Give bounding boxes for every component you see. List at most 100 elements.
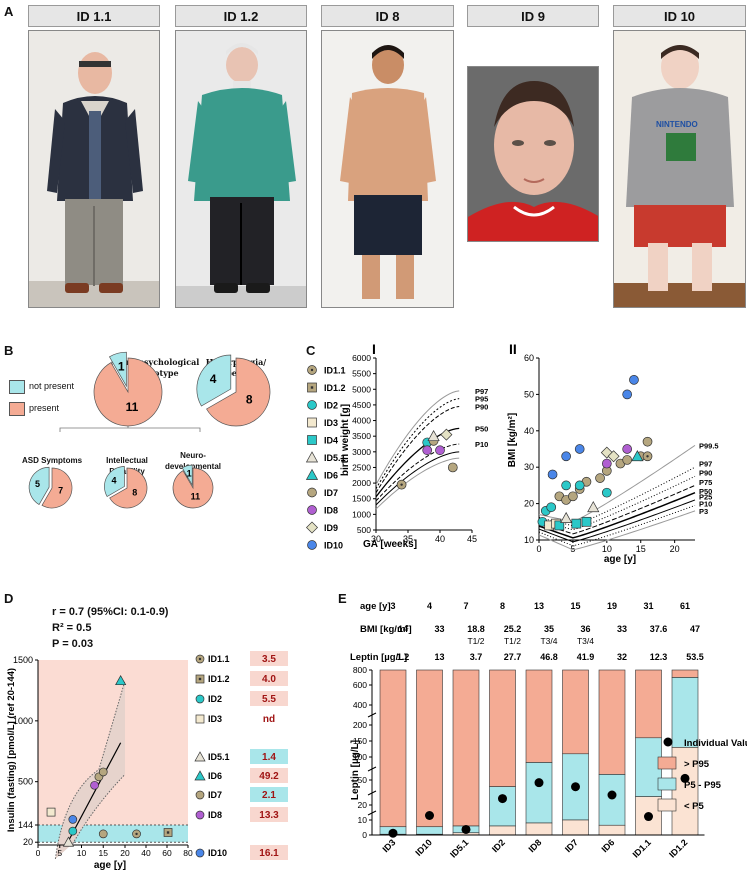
marker-ID10 <box>68 815 78 824</box>
marker-ID4 <box>581 516 592 527</box>
homa-value: 49.2 <box>259 771 279 782</box>
percentile-label: P50 <box>475 424 488 433</box>
xtick-label: 40 <box>435 534 445 544</box>
ytick-label: 100 <box>353 752 367 762</box>
xtick-label: 10 <box>602 544 612 554</box>
ytick-label: 50 <box>358 775 368 785</box>
marker-dot-ID1.1 <box>135 832 138 836</box>
pie-slice-present <box>41 467 73 509</box>
percentile-curve <box>538 491 696 539</box>
leptin-value: 46.8 <box>540 652 558 662</box>
marker-ID7 <box>642 436 653 447</box>
pie-label-not-present: 1 <box>118 359 125 373</box>
marker-dot-ID1.1 <box>310 368 314 372</box>
homa-id: ID8 <box>208 810 222 820</box>
ytick-label: 150 <box>353 736 367 746</box>
homa-value: 16.1 <box>259 848 279 859</box>
individual-value-dot <box>644 812 653 822</box>
bmi-value: 36 <box>580 624 590 634</box>
age-value: 15 <box>570 601 580 611</box>
legend-swatch-present <box>9 402 25 416</box>
legend-present: present <box>9 402 159 418</box>
marker-ID8 <box>90 780 99 790</box>
marker-dot-ID1.2 <box>198 677 202 681</box>
id-label-1-2: ID 1.2 <box>175 5 307 27</box>
individual-value-dot <box>680 773 690 783</box>
ytick-label: 800 <box>353 665 367 675</box>
legend-dot <box>663 737 673 747</box>
legend-c-label: ID7 <box>324 488 338 498</box>
pie-label-not-present: 4 <box>112 476 117 486</box>
homa-id: ID6 <box>208 771 222 781</box>
marker-ID10 <box>307 540 317 550</box>
legend-label: P5 - P95 <box>684 780 722 791</box>
ytick-label: 500 <box>18 777 33 787</box>
ytick-label: 4500 <box>352 400 371 410</box>
ytick-label: 1000 <box>352 509 371 519</box>
legend-label-not-present: not present <box>29 381 75 391</box>
marker-ID7 <box>195 790 205 800</box>
stats-p: P = 0.03 <box>52 638 94 650</box>
pie-label-present: 8 <box>132 488 137 498</box>
leptin-value: 32 <box>617 652 627 662</box>
ytick-label: 20 <box>358 800 368 810</box>
marker-ID8 <box>422 445 433 456</box>
ytick-label: 60 <box>524 353 534 363</box>
individual-value-dot <box>425 811 434 820</box>
pie-slice-present <box>206 357 271 427</box>
bmi-value: 14 <box>398 624 408 634</box>
marker-ID5.1 <box>62 836 75 847</box>
panel-c-legend: ID1.1 ID1.2 ID2 ID3 ID4 ID5.1 ID6 ID7 ID8 ID9 ID10 <box>305 365 346 551</box>
bmi-value: 37.6 <box>650 624 668 634</box>
ci-lower <box>72 774 126 844</box>
marker-dot-ID1.1 <box>400 483 403 486</box>
xtick-label: 35 <box>403 534 413 544</box>
leptin-value: 1.2 <box>397 652 410 662</box>
table-age-label: age [y] <box>360 601 391 612</box>
homa-value: 13.3 <box>259 810 279 821</box>
age-value: 61 <box>680 601 690 611</box>
category-label: ID1.1 <box>631 837 653 859</box>
bar-above-p95 <box>525 669 553 763</box>
marker-ID4 <box>554 520 565 531</box>
chart-ii-xlabel: age [y] <box>604 554 636 565</box>
panel-e-letter: E <box>338 591 347 606</box>
bar-above-p95 <box>489 669 516 787</box>
percentile-curve <box>538 499 696 543</box>
tanner-value: T3/4 <box>577 636 594 646</box>
category-label: ID10 <box>413 837 434 858</box>
chart-bmi: II 10 20 30 40 50 60 0 5 10 15 20 P99.5 P97P90P75P50… <box>507 341 719 565</box>
bar-above-p95 <box>416 669 443 828</box>
bar-above-p95 <box>452 669 480 827</box>
chart-i-ylabel: birth weight [g] <box>340 404 351 476</box>
marker-ID9 <box>440 428 453 441</box>
bmi-value: 33 <box>617 624 627 634</box>
chart-i-xlabel: GA [weeks] <box>363 539 417 550</box>
chart-leptin: age [y] BMI [kg/m²] Leptin [µg/L] 3141.2… <box>350 601 747 860</box>
leptin-value: 53.5 <box>686 652 704 662</box>
legend-swatch <box>657 756 677 770</box>
bar-below-p5 <box>671 747 699 836</box>
homa-id: ID7 <box>208 790 222 800</box>
ci-upper <box>54 680 126 859</box>
pie-slice-present <box>93 357 163 427</box>
xtick-label: 60 <box>162 848 172 858</box>
age-value: 19 <box>607 601 617 611</box>
homa-value-bg <box>250 749 288 764</box>
stats-r2: R² = 0.5 <box>52 622 92 634</box>
homa-value: 5.5 <box>262 694 276 705</box>
legend-swatch <box>657 798 677 812</box>
marker-ID10 <box>574 444 585 454</box>
individual-value-dot <box>571 782 580 792</box>
photo-id-1-1 <box>28 30 160 308</box>
marker-ID2 <box>68 826 78 836</box>
individual-value-dot <box>498 794 507 804</box>
category-label: ID1.2 <box>667 837 689 859</box>
ytick-label: 4000 <box>352 416 371 426</box>
legend-not-present: not present <box>9 380 159 396</box>
shirt-text: NINTENDO <box>656 120 698 129</box>
xtick-label: 5 <box>57 848 62 858</box>
homa-id: ID2 <box>208 694 222 704</box>
age-value: 7 <box>463 601 468 611</box>
pie-label-present: 11 <box>191 492 201 502</box>
